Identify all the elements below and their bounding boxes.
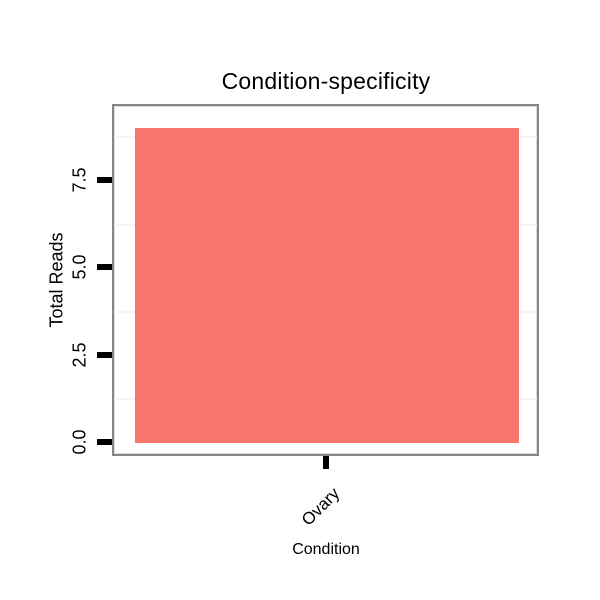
y-axis-tick-label: 5.0	[69, 254, 90, 280]
bar-ovary	[135, 128, 519, 443]
y-axis-tick	[97, 177, 112, 183]
x-axis-tick	[323, 456, 329, 469]
y-axis-tick-label: 2.5	[69, 342, 90, 368]
x-axis-title: Condition	[292, 541, 360, 558]
y-axis-tick-label: 0.0	[69, 429, 90, 455]
y-axis-tick-label: 7.5	[69, 167, 90, 193]
chart-title: Condition-specificity	[221, 68, 431, 94]
y-axis-tick	[97, 439, 112, 445]
y-axis-tick	[97, 352, 112, 358]
y-axis-tick	[97, 264, 112, 270]
y-axis-title: Total Reads	[46, 232, 67, 328]
x-axis-category-label: Ovary	[297, 483, 344, 530]
